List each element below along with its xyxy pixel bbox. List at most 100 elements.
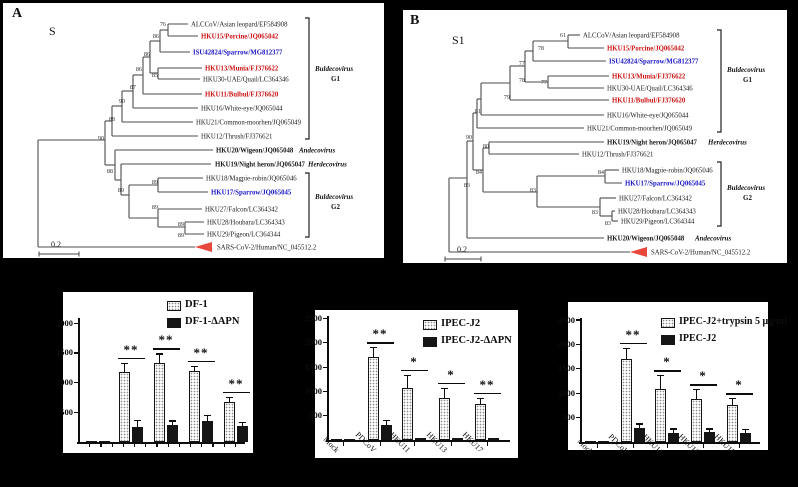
taxon-label: HKU28/Houbara/LC364343 [618,209,696,216]
taxon-label: HKU13/Munia/FJ376622 [612,74,686,81]
significance-stars: * [410,353,418,369]
bootstrap-value: 89 [178,232,184,239]
y-tick-label: 2500 [558,314,575,325]
error-bar-line [159,353,161,363]
bar-IPEC-J2 [402,387,413,440]
bar-chart-ipecj2: 500 1000 1500 2000 2500 Mock PDCoV HKU11 HKU13 HK… [305,310,518,458]
bar-IPEC-J2-ΔAPN [488,438,499,440]
error-bar-cap [191,365,198,368]
error-bar-cap [239,422,246,424]
y-tick-label: 1500 [558,363,575,374]
taxon-label: HKU19/Night heron/JQ065047 [607,140,698,147]
error-bar-line [242,422,244,426]
legend-label: DF-1 [185,299,208,310]
bootstrap-value: 84 [476,169,482,176]
taxon-label: HKU15/Porcine/JQ065042 [201,34,279,41]
taxon-label: HKU16/White-eye/JQ065044 [607,113,689,120]
clade-label: Buldecovirus [726,184,765,192]
scale-bar-label: 0.2 [51,240,61,249]
bar-DF-1-ΔAPN [132,427,143,442]
bootstrap-value: 80 [483,143,489,150]
y-tick-mark [74,411,78,413]
taxon-label: HKU13/Munia/FJ376622 [205,66,279,73]
collapsed-clade-triangle [195,242,212,252]
taxon-label: ISU42824/Sparrow/MG812377 [193,50,283,57]
significance-line [690,384,717,386]
legend-label: IPEC-J2 [441,318,481,329]
significance-line [401,369,428,372]
error-bar-cap [706,428,713,430]
bootstrap-value: 86 [136,66,142,73]
x-tick-mark [597,444,599,448]
genus-label: Andecovirus [298,147,335,155]
significance-line [118,357,145,360]
clade-label: G2 [331,203,340,211]
bootstrap-value: 78 [519,77,525,84]
error-bar-line [373,347,375,358]
significance-line [474,392,501,395]
x-minor-tick [234,444,236,447]
y-tick-label: 1000 [56,377,73,388]
taxon-label: HKU30-UAE/Quail/LC364346 [203,77,289,84]
error-bar-cap [657,375,664,377]
scale-bar-label: 0.2 [457,245,467,254]
clade-label: Buldecovirus [314,65,353,73]
legend-label: IPEC-J2-ΔAPN [441,335,512,346]
error-bar-line [386,420,388,425]
significance-stars: ** [625,326,641,342]
error-bar-line [732,398,734,406]
significance-stars: ** [193,344,209,360]
bar-DF-1 [154,362,165,442]
legend-label: IPEC-J2+trypsin 5 μg/ml [679,316,788,327]
x-minor-tick [145,444,147,447]
y-tick-mark [576,392,580,394]
x-minor-tick [100,444,102,447]
error-bar-cap [121,362,128,365]
y-tick-mark [576,368,580,370]
bar-IPEC-J2-ΔAPN [415,438,426,440]
bootstrap-value: 83 [464,182,470,189]
bootstrap-value: 76 [160,21,166,28]
genus-label: Herdecovirus [307,161,347,169]
bar-DF-1 [224,401,235,442]
taxon-label: SARS-CoV-2/Human/NC_045512.2 [217,245,317,252]
y-axis-line [327,316,329,441]
x-minor-tick [201,444,203,447]
bootstrap-value: 90 [119,98,125,105]
legend-swatch-solid [167,318,181,328]
y-tick-label: 1500 [305,361,322,372]
y-tick-mark [323,317,327,320]
bar-IPEC-J2 [368,357,379,440]
error-bar-cap [383,420,390,422]
taxon-label: HKU18/Magpie-robin/JQ065046 [622,168,713,175]
legend-swatch-solid [661,335,675,345]
x-tick-mark [667,444,669,448]
taxon-label: HKU16/White-eye/JQ065044 [201,106,283,113]
x-minor-tick [178,444,180,447]
error-bar-line [444,387,446,398]
y-tick-mark [74,322,78,324]
error-bar-line [407,374,409,388]
panel-letter-b: B [410,13,420,28]
bootstrap-value: 89 [118,187,124,194]
x-tick-mark [739,444,741,448]
x-minor-tick [223,444,225,447]
x-minor-tick [122,444,124,447]
taxon-label: HKU21/Common-moorhen/JQ065049 [196,120,302,127]
clade-bracket [305,172,310,238]
error-bar-line [137,420,139,428]
y-tick-mark [323,342,327,344]
taxon-label: HKU27/Falcon/LC364342 [619,196,692,203]
bar-IPEC-J2+trypsin 5 μg/ml [621,358,632,442]
significance-stars: ** [479,376,495,392]
bar-DF-1-ΔAPN [99,440,110,442]
taxon-label: HKU11/Bulbul/FJ376620 [205,92,279,99]
x-tick-mark [343,442,345,446]
taxon-label: ALCCoV/Asian leopard/EF584908 [191,22,288,29]
error-bar-line [124,362,126,372]
y-tick-label: 500 [309,410,322,421]
error-bar-line [696,389,698,400]
error-bar-cap [441,387,448,390]
y-tick-label: 2500 [305,313,322,323]
